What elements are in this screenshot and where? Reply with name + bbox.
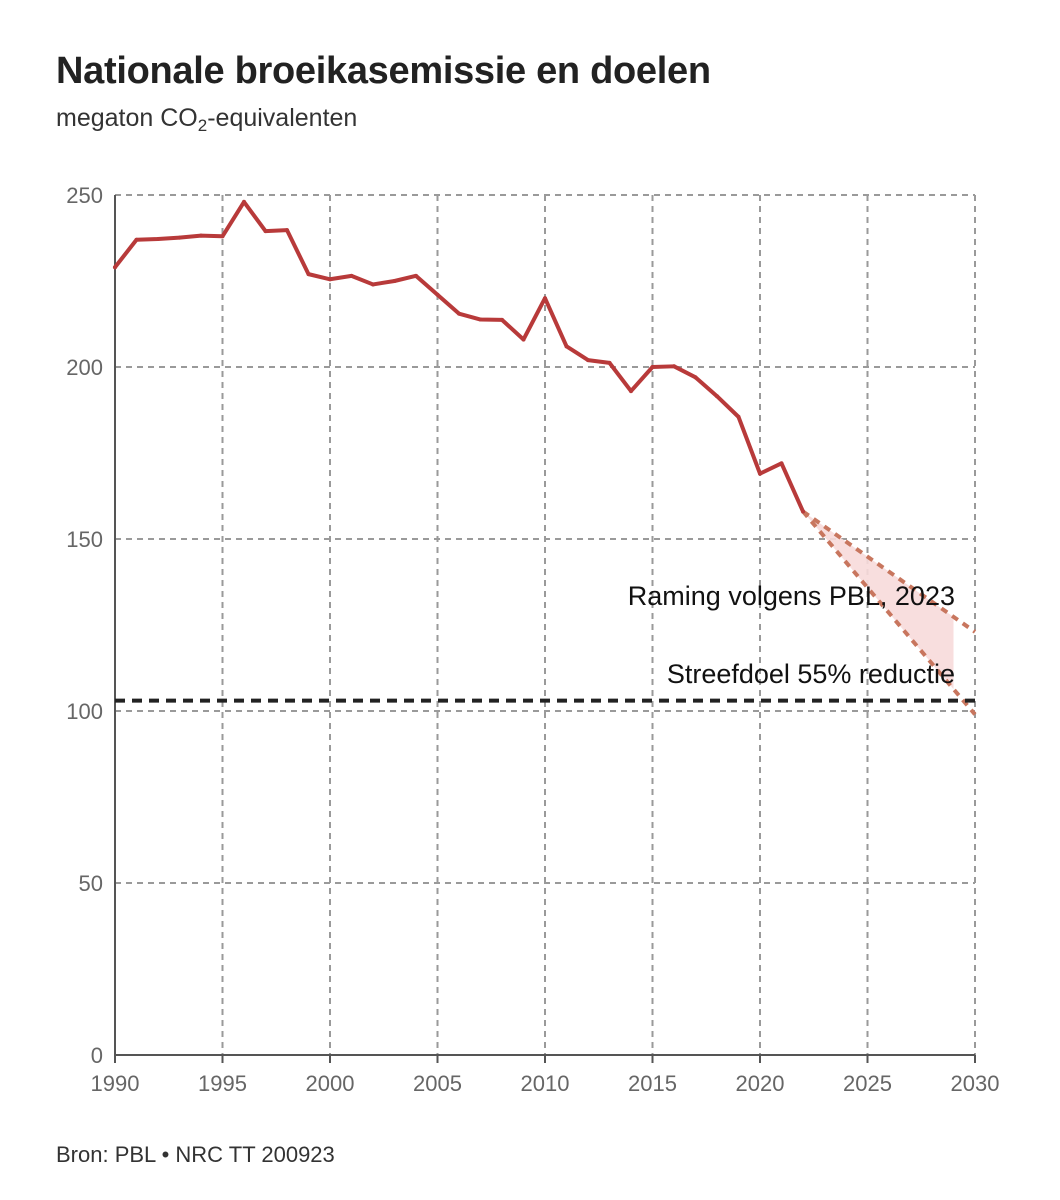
- data-point-2013: [607, 360, 612, 365]
- data-point-2006: [457, 311, 461, 316]
- x-axis-tick-labels: 1990 1995 2000 2005 2010 2015 2020 2025 2030: [91, 1071, 1000, 1096]
- data-point-1991: [134, 237, 139, 242]
- data-point-2002: [371, 282, 375, 287]
- y-tick-150: 150: [66, 527, 103, 552]
- source-note: Bron: PBL • NRC TT 200923: [56, 1142, 335, 1167]
- x-tick-2030: 2030: [951, 1071, 1000, 1096]
- axes: [114, 195, 976, 1063]
- projection-lower-line: [801, 510, 977, 716]
- data-point-2011: [564, 344, 569, 349]
- data-point-2010: [543, 296, 547, 301]
- data-point-2022: [801, 509, 805, 514]
- data-point-2001: [349, 273, 354, 278]
- data-point-1999: [306, 272, 311, 277]
- chart-marks: [113, 199, 977, 716]
- data-point-2021: [779, 461, 784, 466]
- data-point-2008: [500, 317, 504, 322]
- data-point-2009: [521, 337, 526, 342]
- grid-lines: [115, 194, 976, 1055]
- x-tick-2000: 2000: [306, 1071, 355, 1096]
- data-point-2014: [629, 389, 633, 394]
- x-tick-2015: 2015: [628, 1071, 677, 1096]
- data-point-1995: [220, 234, 225, 239]
- y-axis-tick-labels: 0 50 100 150 200 250: [66, 183, 103, 1068]
- data-point-2016: [672, 364, 676, 369]
- data-point-1990: [113, 265, 117, 270]
- y-tick-50: 50: [79, 871, 103, 896]
- x-tick-2005: 2005: [413, 1071, 462, 1096]
- target-label: Streefdoel 55% reductie: [667, 659, 955, 689]
- data-point-1992: [156, 237, 160, 242]
- y-tick-250: 250: [66, 183, 103, 208]
- data-point-2000: [328, 277, 332, 282]
- data-point-2005: [435, 292, 440, 297]
- projection-label: Raming volgens PBL, 2023: [628, 581, 955, 611]
- projection-upper-line: [801, 509, 977, 634]
- x-tick-2025: 2025: [843, 1071, 892, 1096]
- x-tick-1990: 1990: [91, 1071, 140, 1096]
- chart-title: Nationale broeikasemissie en doelen: [56, 50, 711, 92]
- data-point-2007: [478, 317, 483, 322]
- data-point-2017: [693, 375, 698, 380]
- data-point-2003: [392, 279, 397, 283]
- x-tick-2010: 2010: [521, 1071, 570, 1096]
- subtitle-unit: megaton CO: [56, 104, 198, 132]
- data-point-1993: [177, 235, 182, 240]
- data-point-2018: [715, 394, 719, 399]
- data-point-1994: [199, 233, 203, 238]
- emission-line: [113, 199, 805, 514]
- y-tick-0: 0: [91, 1043, 103, 1068]
- data-point-1997: [263, 229, 268, 234]
- data-point-1996: [242, 199, 246, 204]
- subtitle-unit-suffix: -equivalenten: [207, 104, 358, 132]
- chart-subtitle: megaton CO2-equivalenten: [56, 104, 358, 135]
- data-point-2012: [586, 358, 590, 363]
- data-point-2015: [650, 365, 655, 369]
- data-point-2019: [736, 414, 741, 419]
- data-point-2004: [414, 273, 418, 278]
- data-point-2020: [758, 471, 762, 476]
- x-tick-1995: 1995: [198, 1071, 247, 1096]
- x-tick-2020: 2020: [736, 1071, 785, 1096]
- y-tick-100: 100: [66, 699, 103, 724]
- subtitle-subscript: 2: [197, 116, 208, 135]
- y-tick-200: 200: [66, 355, 103, 380]
- data-point-1998: [285, 228, 289, 233]
